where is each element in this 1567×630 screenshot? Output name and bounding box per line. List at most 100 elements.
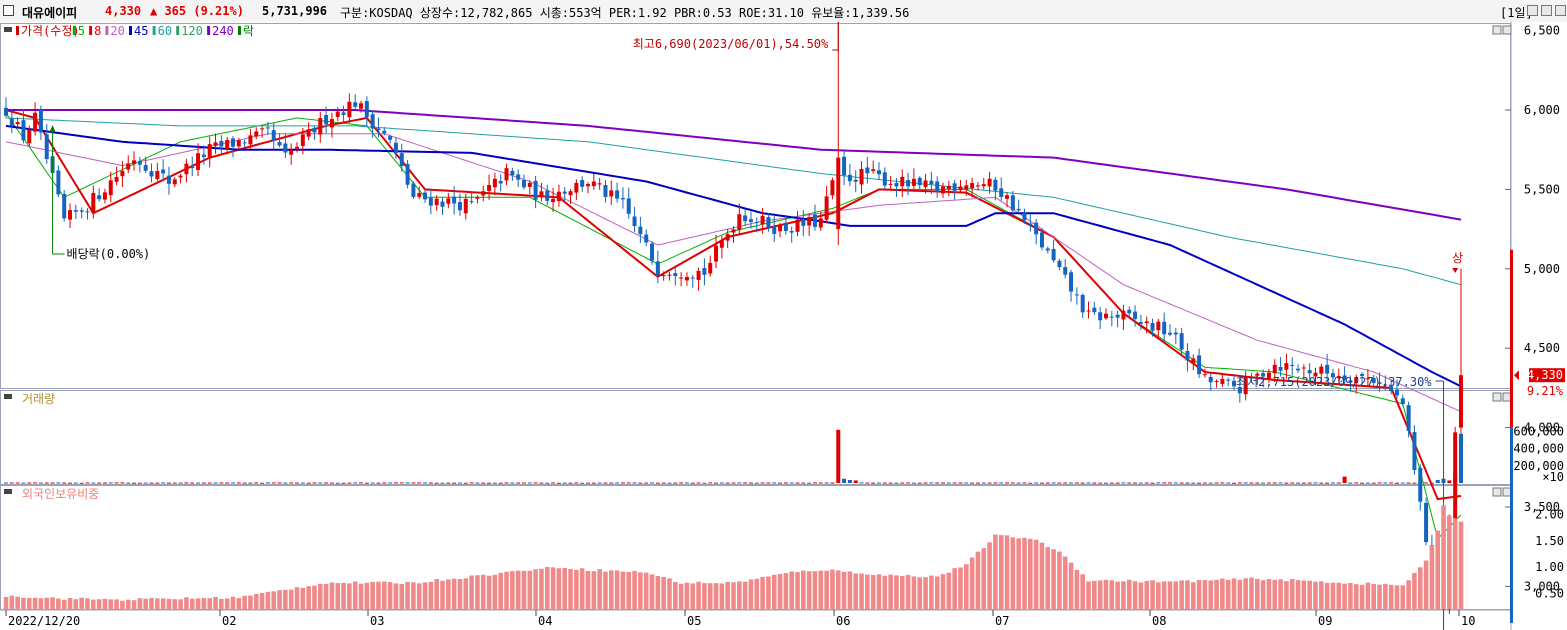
candle-body [120,170,125,177]
volume-bar [341,482,346,484]
candle-body [219,141,224,147]
foreign-bar [91,599,96,609]
foreign-bar [544,566,550,609]
volume-panel-handle-icon[interactable] [4,394,12,399]
foreign-bar [352,581,358,609]
foreign-bar [742,581,748,609]
foreign-bar [620,571,626,609]
foreign-panel-minimize-icon[interactable] [1492,487,1502,497]
foreign-bar [492,574,498,609]
foreign-bar [347,583,352,609]
candle-body [1179,333,1184,350]
limit-up-marker: 상 [1452,251,1463,265]
foreign-bar [1243,578,1248,609]
foreign-panel-close-icon[interactable] [1502,487,1512,497]
foreign-bar [1202,580,1208,609]
foreign-bar [277,590,282,609]
volume-bar [1360,482,1365,484]
ma-legend[interactable]: 가격(수정)5 8 20 45 60 120 240 락 [16,24,254,38]
foreign-panel-handle-icon[interactable] [4,489,12,494]
candle-body [265,127,270,129]
volume-bar [143,482,148,484]
volume-bar [655,482,660,484]
volume-bar [475,482,480,484]
price-panel-minimize-icon[interactable] [1492,25,1502,35]
maximize-icon[interactable] [1541,5,1552,16]
close-icon[interactable] [1555,5,1566,16]
candle-body [772,226,777,234]
volume-bar [1179,482,1184,484]
volume-bar [1063,482,1068,484]
volume-bars [4,429,1463,484]
price-panel-close-icon[interactable] [1502,25,1512,35]
price-panel-handle-icon[interactable] [4,27,12,32]
candle-body [958,186,963,191]
volume-bar [1429,482,1434,484]
volume-bar [38,482,43,484]
foreign-bar [1190,582,1196,609]
candle-body [207,144,212,157]
foreign-bar [1336,582,1342,609]
volume-bar [1191,482,1196,484]
candle-body [661,275,666,277]
candle-body [1424,502,1429,543]
candle-body [900,176,905,187]
volume-bar [1005,482,1010,484]
candle-body [1121,310,1126,320]
volume-bar [114,482,119,484]
candle-body [417,193,422,197]
candle-body [760,215,765,225]
stock-name[interactable]: 대유에이피 [22,6,78,20]
candle-body [230,138,235,147]
volume-bar [748,482,753,484]
candle-body [545,190,550,201]
foreign-bar [1307,580,1312,609]
select-checkbox[interactable] [3,5,14,16]
foreign-bar [67,597,73,609]
candle-body [1220,378,1225,384]
candle-body [15,122,20,125]
volume-bar [417,482,422,484]
volume-bar [219,482,224,484]
ma-line-60 [5,117,1462,286]
foreign-bar [760,576,765,609]
candle-body [935,181,940,192]
volume-bar [807,482,812,484]
volume-bar [1307,482,1312,484]
foreign-bar [96,599,102,609]
volume-bar [609,482,614,484]
minimize-icon[interactable] [1527,5,1538,16]
volume-bar [318,482,323,484]
foreign-bar [1033,539,1039,609]
period-selector[interactable]: [1일] [1500,6,1533,20]
candle-body [778,225,783,232]
candle-body [108,180,113,196]
foreign-bar [1045,547,1051,609]
foreign-bar [853,573,859,609]
volume-bar [888,482,893,484]
volume-bar [4,482,8,484]
foreign-bar [690,583,696,609]
candle-body [714,245,719,262]
candle-body [137,161,142,165]
foreign-bar [364,582,370,609]
candle-body [475,197,480,199]
legend-item-2: 8 [94,24,101,38]
price-axis-label: 5,500 [1524,182,1560,196]
volume-bar [1162,482,1167,484]
volume-bar [370,482,375,484]
candle-body [1290,364,1295,366]
candle-body [597,183,602,185]
x-axis-label: 02 [222,614,236,628]
foreign-bar [271,591,277,609]
volume-panel-close-icon[interactable] [1502,392,1512,402]
foreign-bar [358,583,364,609]
foreign-bar [1039,542,1045,609]
volume-panel-minimize-icon[interactable] [1492,392,1502,402]
foreign-bar [649,574,655,609]
volume-bar [586,482,590,484]
volume-bar [1418,482,1423,484]
candle-body [591,181,596,187]
volume-bar [731,482,736,484]
candle-body [999,188,1004,197]
